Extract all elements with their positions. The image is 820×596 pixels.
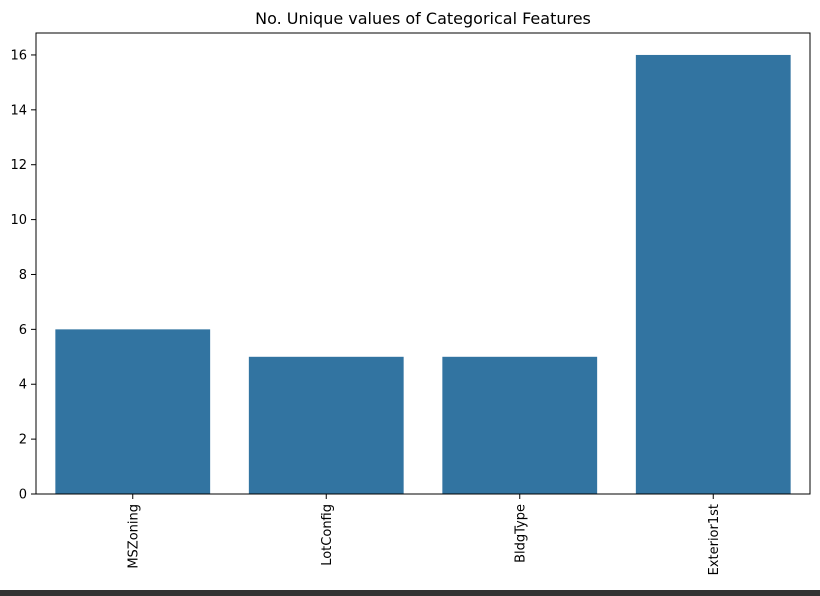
x-tick-label: BldgType xyxy=(513,504,528,563)
plot-frame xyxy=(35,32,811,495)
y-tick-label: 10 xyxy=(10,213,27,228)
y-tick-label: 16 xyxy=(10,48,27,63)
y-tick-label: 0 xyxy=(19,488,27,503)
chart-title: No. Unique values of Categorical Feature… xyxy=(255,9,591,28)
y-tick-label: 14 xyxy=(10,103,27,118)
x-axis: MSZoning LotConfig BldgType Exterior1st xyxy=(126,494,722,575)
y-tick-label: 4 xyxy=(19,378,27,393)
y-tick-label: 12 xyxy=(10,158,27,173)
y-tick-label: 2 xyxy=(19,433,27,448)
x-tick-label: LotConfig xyxy=(320,504,335,566)
y-axis: 0 2 4 6 8 10 12 14 16 xyxy=(10,48,36,503)
y-tick-label: 6 xyxy=(19,323,27,338)
bar-lotconfig xyxy=(248,356,404,494)
bar-bldgtype xyxy=(442,356,598,494)
y-tick-label: 8 xyxy=(19,268,27,283)
bar-mszoning xyxy=(55,329,211,494)
bar-exterior1st xyxy=(635,54,791,494)
bars xyxy=(55,54,791,494)
x-tick-label: Exterior1st xyxy=(707,504,722,575)
window-bottom-bar xyxy=(0,590,820,596)
x-tick-label: MSZoning xyxy=(126,504,141,569)
